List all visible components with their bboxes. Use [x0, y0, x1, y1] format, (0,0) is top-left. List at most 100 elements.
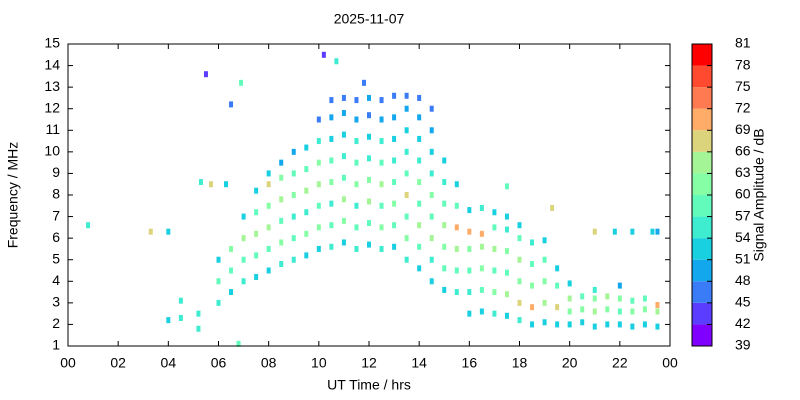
data-point — [555, 304, 560, 311]
data-point — [442, 200, 447, 207]
data-point — [479, 243, 484, 250]
data-point — [291, 213, 296, 220]
data-point — [417, 135, 422, 142]
data-point — [655, 308, 660, 315]
data-point — [216, 256, 221, 263]
data-point — [404, 170, 409, 177]
data-point — [224, 181, 229, 188]
data-point — [392, 243, 397, 250]
data-point — [203, 71, 208, 78]
data-point — [417, 157, 422, 164]
data-point — [392, 114, 397, 121]
x-tick-label: 10 — [311, 355, 327, 371]
data-point — [291, 192, 296, 198]
x-tick-label: 22 — [612, 355, 628, 371]
data-point — [454, 202, 459, 209]
data-point — [454, 245, 459, 252]
data-point — [379, 202, 384, 209]
data-point — [530, 239, 535, 246]
y-tick-label: 9 — [52, 164, 60, 180]
data-point — [630, 308, 635, 315]
data-point — [291, 170, 296, 177]
data-point — [454, 267, 459, 274]
data-point — [567, 321, 572, 328]
data-point — [580, 319, 585, 326]
data-point — [429, 213, 434, 220]
data-point — [254, 273, 259, 280]
data-point — [229, 289, 234, 296]
data-point — [404, 92, 409, 99]
data-point — [329, 243, 334, 250]
data-point — [492, 267, 497, 274]
data-point — [454, 181, 459, 188]
data-point — [517, 317, 522, 324]
data-point — [542, 237, 547, 244]
data-point — [316, 224, 321, 231]
y-tick-label: 4 — [52, 272, 60, 288]
data-point — [567, 280, 572, 287]
data-point — [417, 94, 422, 101]
colorbar-band — [692, 130, 712, 152]
data-point — [650, 228, 655, 235]
data-point — [404, 127, 409, 134]
data-point — [316, 245, 321, 252]
data-point — [229, 267, 234, 274]
data-point — [198, 179, 203, 186]
data-point — [367, 94, 371, 101]
x-tick-label: 06 — [211, 355, 227, 371]
colorbar-tick-label: 51 — [735, 250, 751, 266]
data-point — [542, 299, 547, 306]
data-point — [341, 239, 346, 246]
colorbar-band — [692, 151, 712, 174]
colorbar-band — [692, 259, 712, 282]
y-tick-label: 15 — [44, 35, 60, 51]
data-point — [630, 297, 635, 304]
data-point — [279, 261, 284, 268]
data-point — [542, 278, 547, 285]
data-point — [417, 114, 422, 121]
data-point — [316, 202, 321, 209]
data-point — [229, 245, 234, 252]
data-point — [216, 299, 221, 306]
data-point — [612, 228, 617, 235]
data-point — [617, 282, 622, 289]
data-point — [479, 265, 484, 272]
data-point — [442, 222, 447, 229]
data-point — [329, 222, 334, 229]
colorbar-band — [692, 44, 712, 66]
data-point — [442, 157, 447, 164]
data-point — [379, 116, 384, 123]
data-point — [404, 148, 409, 155]
data-point — [266, 245, 271, 252]
data-point — [304, 252, 309, 259]
colorbar-tick-label: 75 — [735, 78, 751, 94]
data-point — [517, 278, 522, 285]
x-tick-label: 00 — [60, 355, 76, 371]
data-point — [442, 179, 447, 186]
data-point — [504, 269, 509, 276]
data-point — [454, 289, 459, 296]
y-tick-label: 7 — [52, 207, 60, 223]
colorbar-tick-label: 54 — [735, 229, 751, 245]
data-point — [492, 224, 497, 231]
data-point — [617, 308, 622, 315]
data-point — [354, 202, 359, 209]
data-point — [329, 179, 334, 186]
data-point — [542, 319, 547, 326]
data-point — [542, 256, 547, 263]
data-point — [86, 222, 91, 229]
data-point — [555, 321, 560, 328]
data-point — [442, 286, 447, 293]
data-point — [379, 245, 384, 252]
colorbar-tick-label: 48 — [735, 272, 751, 288]
data-point — [304, 209, 309, 216]
colorbar-tick-label: 39 — [735, 337, 751, 353]
data-point — [266, 267, 271, 274]
data-point — [266, 202, 271, 209]
data-point — [392, 200, 397, 207]
data-point — [239, 79, 244, 86]
colorbar-tick-label: 66 — [735, 143, 751, 159]
data-point — [379, 224, 384, 231]
data-point — [254, 252, 259, 259]
data-point — [592, 295, 597, 302]
